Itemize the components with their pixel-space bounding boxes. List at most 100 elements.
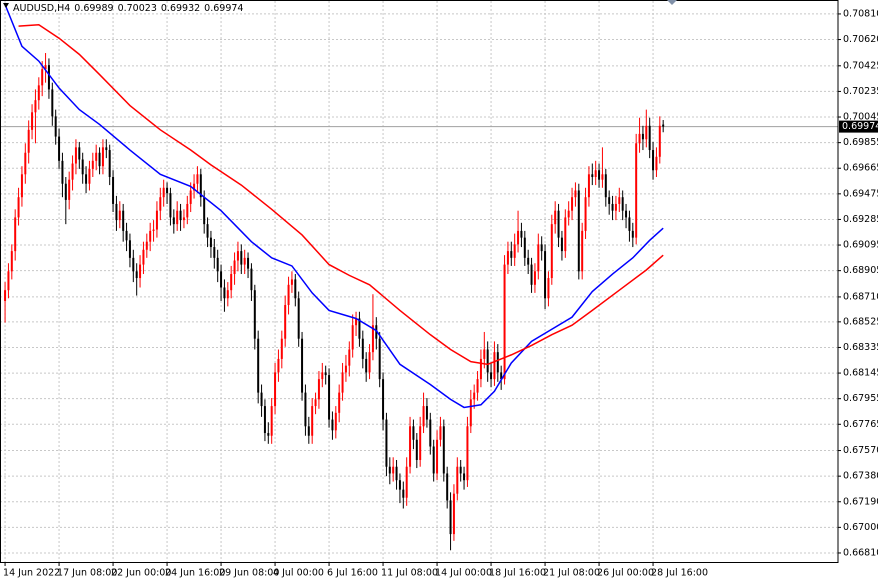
candle-body [540, 244, 543, 252]
y-tick-label: 0.68905 [843, 265, 878, 276]
candle-body [108, 150, 111, 177]
candle-body [550, 224, 553, 279]
x-tick-label: 26 Jul 00:00 [597, 568, 654, 579]
candle-body [74, 147, 77, 164]
candle-body [14, 217, 17, 252]
candle-body [10, 251, 13, 272]
candle-body [533, 271, 536, 285]
x-tick-label: 6 Jul 16:00 [327, 568, 378, 579]
candle-body [463, 473, 466, 481]
candle-body [476, 379, 479, 393]
candle-body [355, 318, 358, 326]
candle-body [486, 349, 489, 373]
candle-body [469, 399, 472, 427]
chart-shift-marker[interactable] [667, 0, 677, 5]
candle-body [81, 159, 84, 175]
y-tick-label: 0.70045 [843, 112, 878, 123]
candle-body [368, 352, 371, 373]
candle-body [429, 419, 432, 447]
candle-body [547, 278, 550, 299]
candle-body [388, 466, 391, 474]
candle-body [135, 271, 138, 279]
candle-body [132, 257, 135, 272]
x-tick-label: 4 Jul 00:00 [273, 568, 324, 579]
candle-body [176, 210, 179, 225]
candle-body [247, 257, 250, 269]
x-tick-label: 14 Jun 2022 [3, 568, 60, 579]
candle-body [574, 190, 577, 198]
candle-body [17, 197, 20, 218]
candle-body [91, 160, 94, 169]
candle-body [317, 379, 320, 400]
candle-body [456, 466, 459, 494]
candle-body [270, 406, 273, 436]
candle-body [37, 85, 40, 101]
candle-body [412, 426, 415, 440]
y-tick-label: 0.68525 [843, 316, 878, 327]
candle-body [311, 406, 314, 436]
candle-body [230, 274, 233, 291]
candle-body [189, 190, 192, 204]
candle-body [257, 338, 260, 393]
candle-body [95, 152, 98, 161]
candle-body [41, 69, 44, 86]
candle-body [101, 147, 104, 167]
header-value: 0.69974 [204, 3, 244, 14]
candle-body [115, 203, 118, 221]
candle-body [155, 210, 158, 230]
candle-body [385, 419, 388, 467]
candle-body [223, 287, 226, 299]
candle-body [297, 298, 300, 339]
candle-body [591, 174, 594, 177]
candle-body [344, 365, 347, 373]
chart-header: AUDUSD,H4 0.69989 0.70023 0.69932 0.69974 [13, 3, 247, 15]
candle-body [20, 174, 23, 198]
candle-body [162, 187, 165, 198]
candle-body [564, 217, 567, 252]
candle-body [149, 230, 152, 242]
candle-body [44, 65, 47, 70]
candle-body [621, 197, 624, 211]
candle-body [294, 279, 297, 299]
candle-body [517, 230, 520, 245]
candle-body [125, 230, 128, 241]
candle-body [58, 136, 61, 161]
candle-body [641, 133, 644, 140]
candle-body [449, 500, 452, 535]
candle-body [459, 466, 462, 474]
candle-body [601, 174, 604, 180]
candle-body [527, 257, 530, 265]
candle-body [145, 241, 148, 250]
candle-body [307, 426, 310, 436]
candle-body [334, 412, 337, 431]
candle-body [405, 466, 408, 498]
candle-body [47, 65, 50, 90]
menu-arrow[interactable] [3, 3, 9, 8]
candle-body [267, 433, 270, 436]
candle-body [483, 349, 486, 359]
candle-body [523, 237, 526, 258]
moving-average-line [4, 4, 664, 409]
candle-body [277, 358, 280, 373]
candle-body [159, 197, 162, 211]
candle-body [290, 279, 293, 285]
candle-body [587, 174, 590, 198]
y-tick-label: 0.67765 [843, 419, 878, 430]
candle-body [172, 217, 175, 225]
candle-body [284, 305, 287, 339]
candle-body [263, 406, 266, 434]
candle-body [122, 210, 125, 231]
candle-body [112, 176, 115, 204]
candle-body [598, 170, 601, 180]
candle-body [567, 210, 570, 218]
candle-body [287, 284, 290, 306]
candle-body [203, 197, 206, 225]
candle-body [382, 379, 385, 420]
candle-body [236, 251, 239, 261]
